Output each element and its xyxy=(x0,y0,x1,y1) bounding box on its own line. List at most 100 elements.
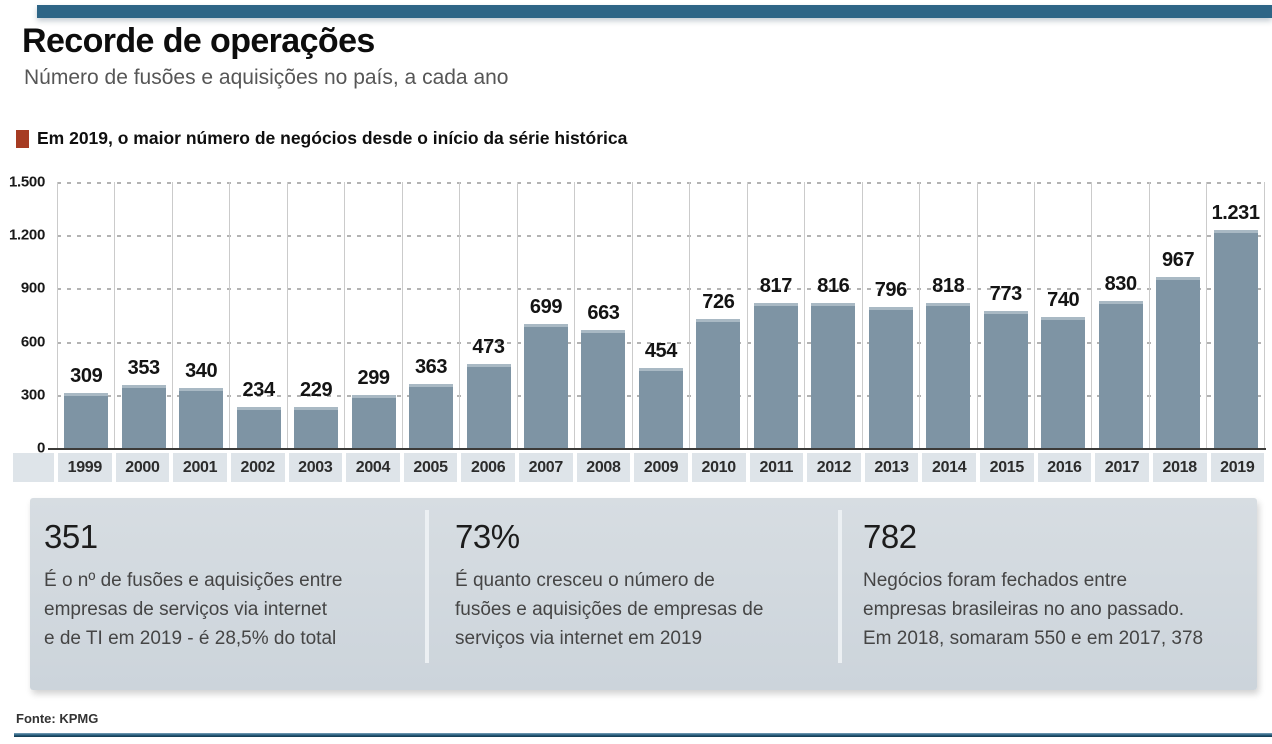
x-tick-label: 2019 xyxy=(1210,453,1265,482)
chart-column: 299 xyxy=(344,182,401,448)
bar-value-label: 830 xyxy=(1104,272,1138,295)
bar-1999 xyxy=(64,393,109,448)
stat-brazilian-deals: 782 Negócios foram fechados entre empres… xyxy=(863,518,1203,653)
chart-column: 773 xyxy=(976,182,1034,448)
chart-column: 353 xyxy=(114,182,171,448)
chart-column: 309 xyxy=(57,182,114,448)
x-tick-label: 2013 xyxy=(864,453,919,482)
stat-value: 73% xyxy=(455,518,520,555)
chart-column: 967 xyxy=(1148,182,1206,448)
bar-value-label: 363 xyxy=(414,355,448,378)
y-axis-labels: 1.500 1.200 900 600 300 0 xyxy=(0,174,50,457)
stat-text-line: empresas de serviços via internet xyxy=(44,599,328,620)
stat-internet-ti: 351 É o nº de fusões e aquisições entre … xyxy=(44,518,342,653)
x-tick-label: 2008 xyxy=(576,453,631,482)
bar-2003 xyxy=(294,407,339,448)
stat-text-line: É quanto cresceu o número de xyxy=(455,570,715,591)
y-tick-label: 1.200 xyxy=(8,226,45,244)
bar-2002 xyxy=(236,406,281,448)
chart-column: 473 xyxy=(459,182,516,448)
stat-text-line: serviços via internet em 2019 xyxy=(455,628,703,649)
x-tick-label: 2010 xyxy=(691,453,746,482)
legend-square-icon xyxy=(16,129,29,148)
bar-value-label: 699 xyxy=(529,296,563,319)
bar-value-label: 817 xyxy=(759,275,793,298)
x-tick-label: 2000 xyxy=(115,453,170,482)
bar-2013 xyxy=(868,306,913,448)
bar-2008 xyxy=(581,330,626,448)
x-tick-label: 2011 xyxy=(749,453,804,482)
x-tick-label: 2012 xyxy=(807,453,861,482)
plot-columns: 309 353 340 234 229 299 363 473 699 663 454 726 817 8… xyxy=(57,182,1265,448)
gridline-horizontal xyxy=(57,235,1265,238)
bar-value-label: 726 xyxy=(702,291,735,314)
bar-value-label: 663 xyxy=(587,302,620,325)
bar-value-label: 309 xyxy=(70,365,103,388)
chart-column: 663 xyxy=(574,182,631,448)
x-axis-row: 1999 2000 2001 2002 2003 2004 2005 2006 2007 2008… xyxy=(13,453,1266,482)
chart-column: 740 xyxy=(1033,182,1091,448)
bar-value-label: 967 xyxy=(1162,248,1195,271)
chart-column: 454 xyxy=(631,182,689,448)
bar-2000 xyxy=(121,385,166,448)
bar-value-label: 299 xyxy=(357,366,390,389)
bar-value-label: 229 xyxy=(300,379,333,402)
bar-2016 xyxy=(1041,316,1086,448)
bar-value-label: 473 xyxy=(472,336,505,359)
chart-column: 699 xyxy=(516,182,574,448)
bar-2001 xyxy=(179,387,224,448)
chart-column: 363 xyxy=(401,182,459,448)
stat-text-line: e de TI em 2019 - é 28,5% do total xyxy=(44,628,337,649)
bar-2007 xyxy=(523,324,568,448)
gridline-horizontal xyxy=(57,341,1265,344)
bar-2006 xyxy=(466,364,511,448)
chart-column: 234 xyxy=(229,182,286,448)
y-tick-label: 0 xyxy=(36,439,45,457)
gridline-horizontal xyxy=(57,288,1265,291)
source-credit: Fonte: KPMG xyxy=(16,711,99,726)
x-tick-label: 2009 xyxy=(634,453,688,482)
chart-legend: Em 2019, o maior número de negócios desd… xyxy=(16,128,627,149)
bar-value-label: 454 xyxy=(644,339,678,362)
y-tick-label: 300 xyxy=(20,386,45,404)
bar-2019 xyxy=(1213,229,1258,448)
x-tick-label: 2015 xyxy=(980,453,1034,482)
x-tick-label: 2007 xyxy=(519,453,573,482)
stats-panel: 351 É o nº de fusões e aquisições entre … xyxy=(30,498,1257,690)
stat-text-line: Em 2018, somaram 550 e em 2017, 378 xyxy=(863,628,1204,649)
plot-area: 309 353 340 234 229 299 363 473 699 663 454 726 817 8… xyxy=(57,182,1265,448)
x-tick-label: 2018 xyxy=(1152,453,1207,482)
bar-value-label: 773 xyxy=(989,282,1023,305)
bar-2018 xyxy=(1156,276,1201,448)
x-tick-label: 2016 xyxy=(1037,453,1092,482)
chart-column: 830 xyxy=(1091,182,1148,448)
page-subtitle: Número de fusões e aquisições no país, a… xyxy=(24,66,509,89)
page-title: Recorde de operações xyxy=(22,22,375,60)
bar-2017 xyxy=(1098,300,1143,448)
bar-2010 xyxy=(696,319,741,448)
stat-text-line: Negócios foram fechados entre xyxy=(863,570,1128,591)
bar-value-label: 234 xyxy=(242,378,276,401)
stats-divider xyxy=(425,510,429,663)
stat-growth: 73% É quanto cresceu o número de fusões … xyxy=(455,518,763,653)
chart-column: 229 xyxy=(286,182,344,448)
x-tick-label: 2002 xyxy=(230,453,285,482)
x-axis-stub xyxy=(13,453,54,482)
stat-text-line: fusões e aquisições de empresas de xyxy=(455,599,764,620)
x-tick-label: 2006 xyxy=(461,453,515,482)
bar-value-label: 816 xyxy=(817,275,850,298)
bar-value-label: 353 xyxy=(127,357,161,380)
chart-column: 340 xyxy=(171,182,229,448)
chart-column: 726 xyxy=(689,182,746,448)
bar-2009 xyxy=(638,367,683,448)
bar-value-label: 796 xyxy=(874,278,908,301)
stat-text-line: É o nº de fusões e aquisições entre xyxy=(44,570,343,591)
bar-2014 xyxy=(926,302,971,448)
bar-2012 xyxy=(811,303,856,448)
y-tick-label: 900 xyxy=(20,279,45,297)
chart-column: 796 xyxy=(861,182,919,448)
x-axis-baseline xyxy=(48,448,1266,450)
gridline-horizontal xyxy=(57,182,1265,184)
bar-value-label: 1.231 xyxy=(1211,201,1260,224)
